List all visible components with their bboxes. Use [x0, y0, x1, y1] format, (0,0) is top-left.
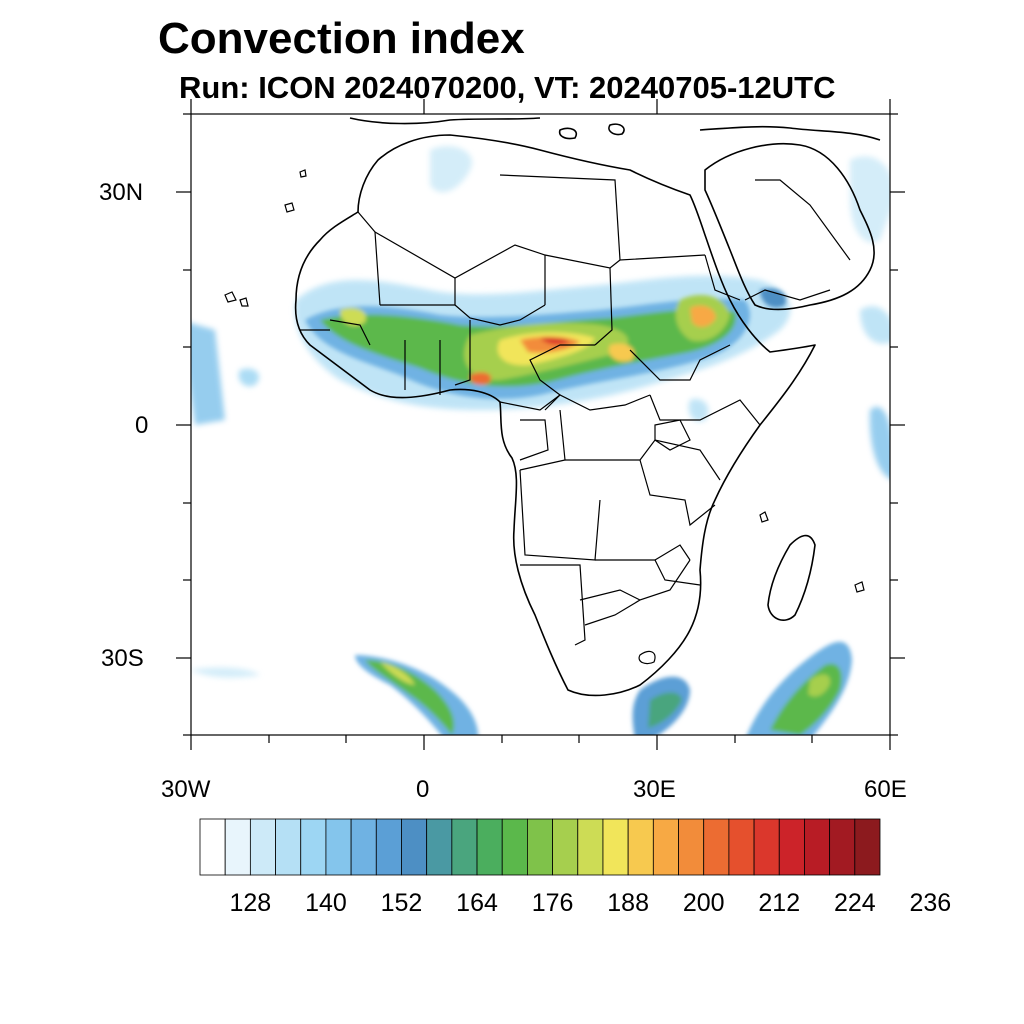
- colorbar-label: 128: [229, 889, 272, 917]
- lon-tick-label: 30W: [161, 776, 211, 803]
- colorbar-swatch: [426, 818, 453, 876]
- lon-tick-label: 0: [416, 776, 430, 803]
- colorbar-swatch: [527, 818, 553, 876]
- colorbar-label: 140: [305, 889, 347, 917]
- colorbar-swatch: [552, 818, 579, 876]
- colorbar-swatch: [224, 818, 251, 876]
- lat-tick-label: 0: [135, 412, 149, 439]
- colorbar-swatch: [854, 818, 881, 876]
- colorbar-label: 200: [682, 889, 725, 917]
- convection-field-south: [355, 641, 852, 735]
- colorbar-swatch: [375, 818, 402, 876]
- colorbar-swatch: [602, 818, 629, 876]
- colorbar-swatch: [753, 818, 780, 876]
- colorbar-label: 212: [758, 889, 801, 917]
- colorbar-swatch: [652, 818, 679, 876]
- colorbar-swatch: [804, 818, 831, 876]
- map-subtitle: Run: ICON 2024070200, VT: 20240705-12UTC: [179, 70, 836, 105]
- coastlines: [294, 117, 881, 697]
- colorbar-swatch: [627, 818, 654, 876]
- colorbar-label: 224: [833, 889, 876, 917]
- convection-field-main: [305, 288, 786, 399]
- colorbar-swatch: [678, 818, 705, 876]
- colorbar-label: 152: [380, 889, 423, 917]
- colorbar-label: 236: [909, 889, 952, 917]
- colorbar-swatch: [300, 818, 327, 876]
- colorbar-swatch: [829, 818, 856, 876]
- colorbar-swatch: [451, 818, 478, 876]
- map-title: Convection index: [158, 14, 525, 63]
- colorbar-swatch: [350, 818, 377, 876]
- colorbar-swatch: [275, 818, 302, 876]
- lat-tick-label: 30S: [101, 645, 144, 672]
- colorbar-swatch: [501, 818, 528, 876]
- colorbar-swatch: [778, 818, 805, 876]
- colorbar-swatch: [199, 818, 226, 876]
- colorbar-swatch: [401, 818, 428, 876]
- colorbar-label: 176: [531, 889, 574, 917]
- colorbar-swatch: [703, 818, 730, 876]
- colorbar-swatch: [577, 818, 604, 876]
- lat-tick-label: 30N: [99, 179, 144, 206]
- colorbar-label: 164: [456, 889, 498, 917]
- colorbar-swatch: [476, 818, 503, 876]
- lon-tick-label: 60E: [864, 776, 907, 803]
- lon-tick-label: 30E: [633, 776, 676, 803]
- axis-ticks: [176, 99, 905, 750]
- country-borders: [300, 174, 851, 665]
- islands: [224, 169, 865, 593]
- colorbar-label: 188: [607, 889, 649, 917]
- colorbar-swatch: [325, 818, 352, 876]
- colorbar-swatch: [728, 818, 755, 876]
- colorbar-swatch: [249, 818, 276, 876]
- map-plot: [176, 99, 905, 750]
